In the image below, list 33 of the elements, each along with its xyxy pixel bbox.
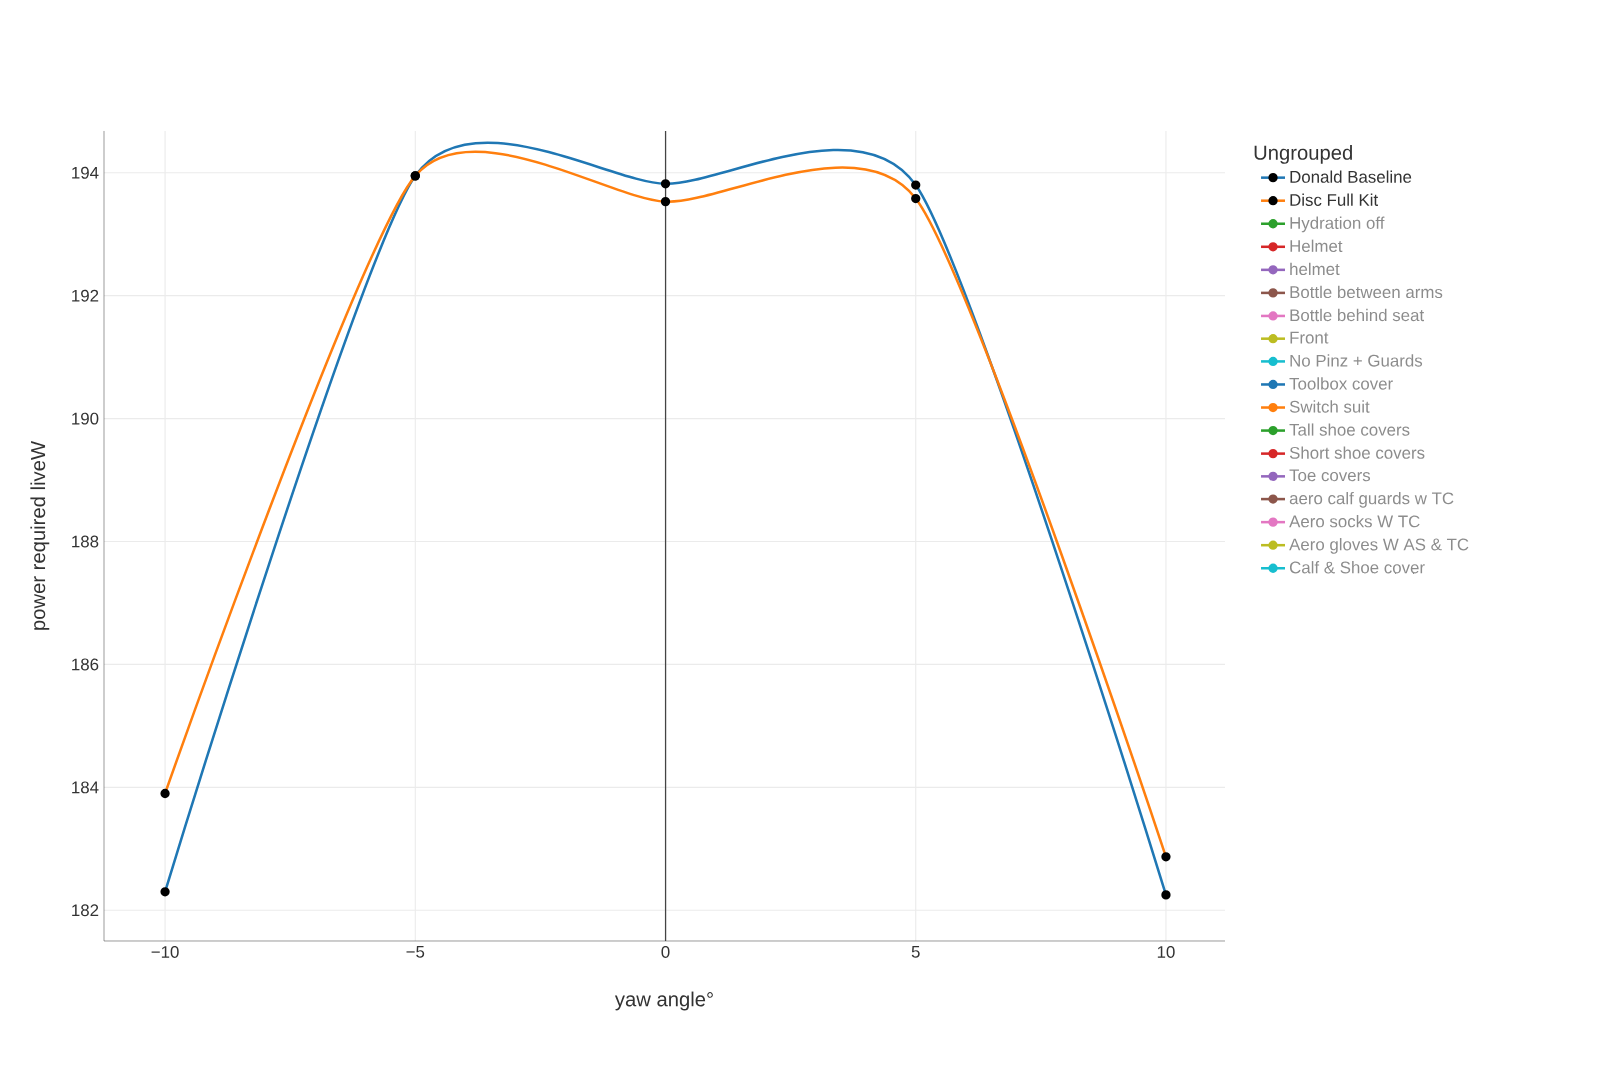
legend-label: Toolbox cover	[1289, 377, 1393, 390]
y-tick-label: 186	[72, 658, 99, 671]
x-axis-title: yaw angle°	[614, 991, 713, 1011]
legend-label: No Pinz + Guards	[1290, 354, 1423, 367]
y-axis-title: power required liveW	[30, 441, 50, 630]
legend-label: Bottle behind seat	[1290, 308, 1425, 322]
legend-label: Switch suit	[1289, 400, 1370, 413]
legend-label: Short shoe covers	[1289, 446, 1425, 459]
legend-label: Hydration off	[1290, 216, 1385, 233]
legend-label: helmet	[1290, 262, 1340, 276]
legend-label: Front	[1290, 331, 1329, 344]
legend-label: Toe covers	[1289, 469, 1371, 482]
y-tick-label: 188	[72, 535, 99, 548]
legend-label: Tall shoe covers	[1289, 423, 1410, 436]
y-tick-label: 182	[72, 904, 99, 917]
x-tick-label: 0	[661, 945, 670, 958]
x-tick-label: 5	[911, 945, 920, 958]
y-tick-label: 184	[72, 781, 99, 794]
legend-label: Calf & Shoe cover	[1289, 561, 1425, 574]
legend-label: Donald Baseline	[1290, 170, 1412, 183]
legend-title: Ungrouped	[1254, 144, 1352, 164]
x-tick-label: 10	[1157, 945, 1175, 958]
legend-label: Aero gloves W AS & TC	[1289, 538, 1469, 554]
legend-label: aero calf guards w TC	[1289, 491, 1454, 508]
legend-label: Disc Full Kit	[1290, 193, 1379, 206]
x-tick-label: −10	[151, 945, 179, 958]
legend-label: Helmet	[1290, 239, 1343, 253]
y-tick-label: 190	[72, 412, 99, 425]
y-tick-label: 194	[72, 166, 99, 179]
legend-label: Bottle between arms	[1290, 285, 1443, 299]
y-tick-label: 192	[72, 289, 99, 302]
x-tick-label: −5	[406, 945, 425, 958]
legend-label: Aero socks W TC	[1289, 514, 1420, 528]
